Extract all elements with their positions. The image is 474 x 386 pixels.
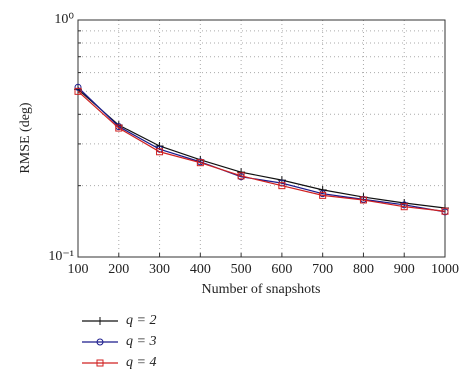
legend-label: q = 3 [126, 334, 156, 349]
x-tick-label: 700 [312, 262, 333, 277]
marker [74, 87, 82, 95]
x-tick-label: 900 [394, 262, 415, 277]
marker [278, 182, 286, 190]
marker [96, 338, 104, 346]
x-tick-label: 600 [271, 262, 292, 277]
marker [156, 148, 164, 156]
line [77, 90, 446, 212]
marker [441, 207, 449, 215]
x-tick-label: 800 [353, 262, 374, 277]
x-tick-label: 300 [149, 262, 170, 277]
marker [400, 203, 408, 211]
marker [96, 317, 104, 325]
line [77, 88, 446, 209]
marker [115, 124, 123, 132]
marker [359, 196, 367, 204]
y-axis-label: RMSE (deg) [18, 102, 33, 174]
x-tick-label: 1000 [431, 262, 459, 277]
x-tick-label: 200 [108, 262, 129, 277]
marker [319, 191, 327, 199]
y-tick-label: 10⁰ [54, 12, 74, 27]
y-tick-label: 10⁻¹ [48, 249, 74, 264]
marker [96, 359, 104, 367]
plot-frame [77, 19, 446, 258]
x-tick-label: 400 [190, 262, 211, 277]
legend-label: q = 2 [126, 313, 156, 328]
x-axis-label: Number of snapshots [202, 282, 321, 297]
x-tick-label: 100 [68, 262, 89, 277]
marker [237, 168, 246, 177]
legend-label: q = 4 [126, 355, 156, 370]
x-tick-label: 500 [231, 262, 252, 277]
marker [74, 83, 82, 91]
marker [196, 159, 204, 167]
line [77, 86, 446, 213]
marker [237, 172, 245, 180]
